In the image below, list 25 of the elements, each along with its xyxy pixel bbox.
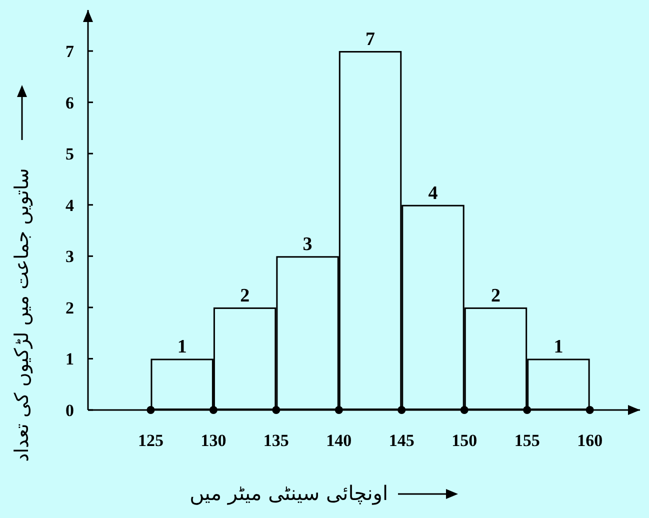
data-label: 1	[177, 336, 187, 358]
x-tick-label: 135	[263, 431, 289, 450]
y-tick-label: 3	[66, 247, 74, 266]
y-tick-label: 2	[66, 298, 74, 318]
x-tick-label: 140	[326, 431, 352, 450]
x-tick-label: 130	[200, 431, 226, 450]
x-tick-label: 150	[452, 431, 478, 450]
data-label: 7	[366, 29, 376, 50]
y-tick-label: 0	[66, 401, 74, 420]
x-tick-label: 160	[577, 431, 603, 450]
y-tick-label: 5	[66, 144, 74, 164]
x-tick-label: 155	[514, 431, 540, 450]
data-label: 3	[302, 234, 312, 256]
data-label: 1	[554, 336, 564, 358]
x-tick-label: 125	[138, 431, 164, 450]
data-label: 2	[490, 285, 500, 306]
x-axis-title: اونچائی سینٹی میٹر میں	[190, 481, 388, 505]
y-tick-label: 7	[66, 42, 74, 62]
y-axis-title: ساتویں جماعت میں لڑکیوں کی تعداد	[11, 168, 33, 462]
y-tick-label: 1	[66, 350, 74, 369]
x-tick-label: 145	[388, 431, 414, 450]
y-tick-label: 4	[66, 196, 74, 215]
y-tick-label: 6	[66, 93, 74, 112]
data-label: 2	[240, 285, 250, 306]
data-label: 4	[428, 182, 438, 204]
